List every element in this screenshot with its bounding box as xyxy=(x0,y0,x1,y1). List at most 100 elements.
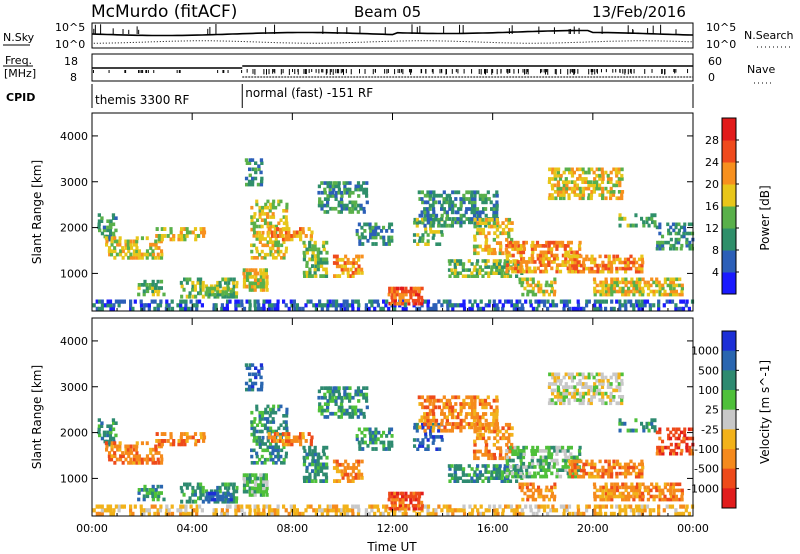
power-cell xyxy=(638,286,642,291)
power-cell xyxy=(465,190,469,195)
power-cell xyxy=(248,158,252,162)
velocity-cell xyxy=(526,494,530,499)
velocity-cell xyxy=(143,484,147,489)
power-cell xyxy=(479,306,483,311)
power-cell xyxy=(544,263,548,267)
velocity-cell xyxy=(521,497,525,502)
velocity-cell xyxy=(558,474,563,479)
power-cell xyxy=(448,274,452,278)
velocity-cell xyxy=(326,389,330,394)
velocity-cell xyxy=(590,388,594,393)
velocity-cell xyxy=(626,471,630,476)
velocity-cell xyxy=(382,447,386,451)
power-cell xyxy=(185,234,189,238)
velocity-cell xyxy=(193,492,197,497)
nave-tick-top: 60 xyxy=(708,55,722,68)
power-cell xyxy=(661,243,665,248)
power-cell xyxy=(412,289,416,294)
power-cell xyxy=(321,244,326,248)
velocity-cell xyxy=(421,405,425,410)
velocity-cell xyxy=(443,425,447,430)
power-cell xyxy=(222,286,226,291)
power-cell xyxy=(167,303,171,308)
power-cell xyxy=(468,200,472,205)
power-cell xyxy=(656,243,660,248)
power-cell xyxy=(682,225,686,230)
velocity-cell xyxy=(547,445,551,450)
power-cell xyxy=(287,227,291,231)
velocity-cell xyxy=(618,465,622,470)
velocity-cell xyxy=(531,511,535,516)
velocity-cell xyxy=(575,461,579,466)
power-cell xyxy=(213,286,218,291)
power-cell xyxy=(492,265,497,269)
velocity-cell xyxy=(470,402,474,406)
velocity-cell xyxy=(415,422,419,427)
velocity-cell xyxy=(317,462,321,467)
power-cell xyxy=(601,283,605,288)
power-cell xyxy=(516,250,520,255)
power-cell xyxy=(615,277,620,282)
power-cell xyxy=(153,299,157,304)
power-cell xyxy=(382,299,386,304)
power-cell xyxy=(495,223,499,228)
velocity-cell xyxy=(518,511,522,516)
power-cell xyxy=(484,213,488,218)
power-cell xyxy=(615,283,620,288)
power-cell xyxy=(437,224,441,228)
power-cell xyxy=(186,306,191,311)
velocity-cell xyxy=(195,504,199,509)
velocity-cell xyxy=(609,468,613,473)
velocity-cell xyxy=(271,445,275,449)
velocity-cell xyxy=(266,426,270,431)
power-cell xyxy=(582,257,586,262)
power-cell xyxy=(184,306,188,311)
power-cell xyxy=(657,280,661,285)
power-cell xyxy=(437,220,441,225)
power-cell xyxy=(634,299,639,304)
power-cell xyxy=(121,249,125,254)
velocity-cell xyxy=(273,439,277,443)
power-cell xyxy=(536,256,540,261)
power-cell xyxy=(495,227,500,232)
velocity-cell xyxy=(320,411,324,416)
velocity-cell xyxy=(554,508,559,513)
power-cell xyxy=(258,209,262,213)
power-cell xyxy=(475,244,480,249)
velocity-cell xyxy=(437,398,441,403)
power-cell xyxy=(593,177,597,181)
velocity-cell xyxy=(526,488,530,493)
velocity-cell xyxy=(635,508,639,513)
power-cell xyxy=(412,301,416,306)
power-cell xyxy=(563,244,568,248)
power-cell xyxy=(576,193,580,197)
power-cell xyxy=(578,167,582,172)
velocity-cell xyxy=(487,449,491,454)
power-cell xyxy=(255,256,259,260)
power-cell xyxy=(547,263,551,267)
power-cell xyxy=(426,299,431,304)
velocity-cell xyxy=(160,454,164,459)
power-cell xyxy=(572,250,576,255)
power-cell xyxy=(274,240,278,244)
velocity-cell xyxy=(610,474,614,479)
power-cell xyxy=(423,223,427,228)
velocity-cell xyxy=(510,432,514,437)
power-cell xyxy=(629,254,633,259)
power-cell xyxy=(663,292,667,297)
velocity-cell xyxy=(539,474,543,479)
velocity-cell xyxy=(426,422,430,426)
velocity-cell xyxy=(332,386,336,390)
power-cell xyxy=(164,306,168,311)
power-cell xyxy=(530,244,534,248)
velocity-cell xyxy=(678,482,682,487)
power-cell xyxy=(553,240,557,245)
power-cell xyxy=(487,231,491,236)
power-cell xyxy=(618,223,622,228)
velocity-cell xyxy=(250,432,254,437)
power-cell xyxy=(276,303,280,308)
velocity-cell xyxy=(253,483,258,487)
velocity-cell xyxy=(574,471,578,476)
power-cell xyxy=(250,158,255,162)
